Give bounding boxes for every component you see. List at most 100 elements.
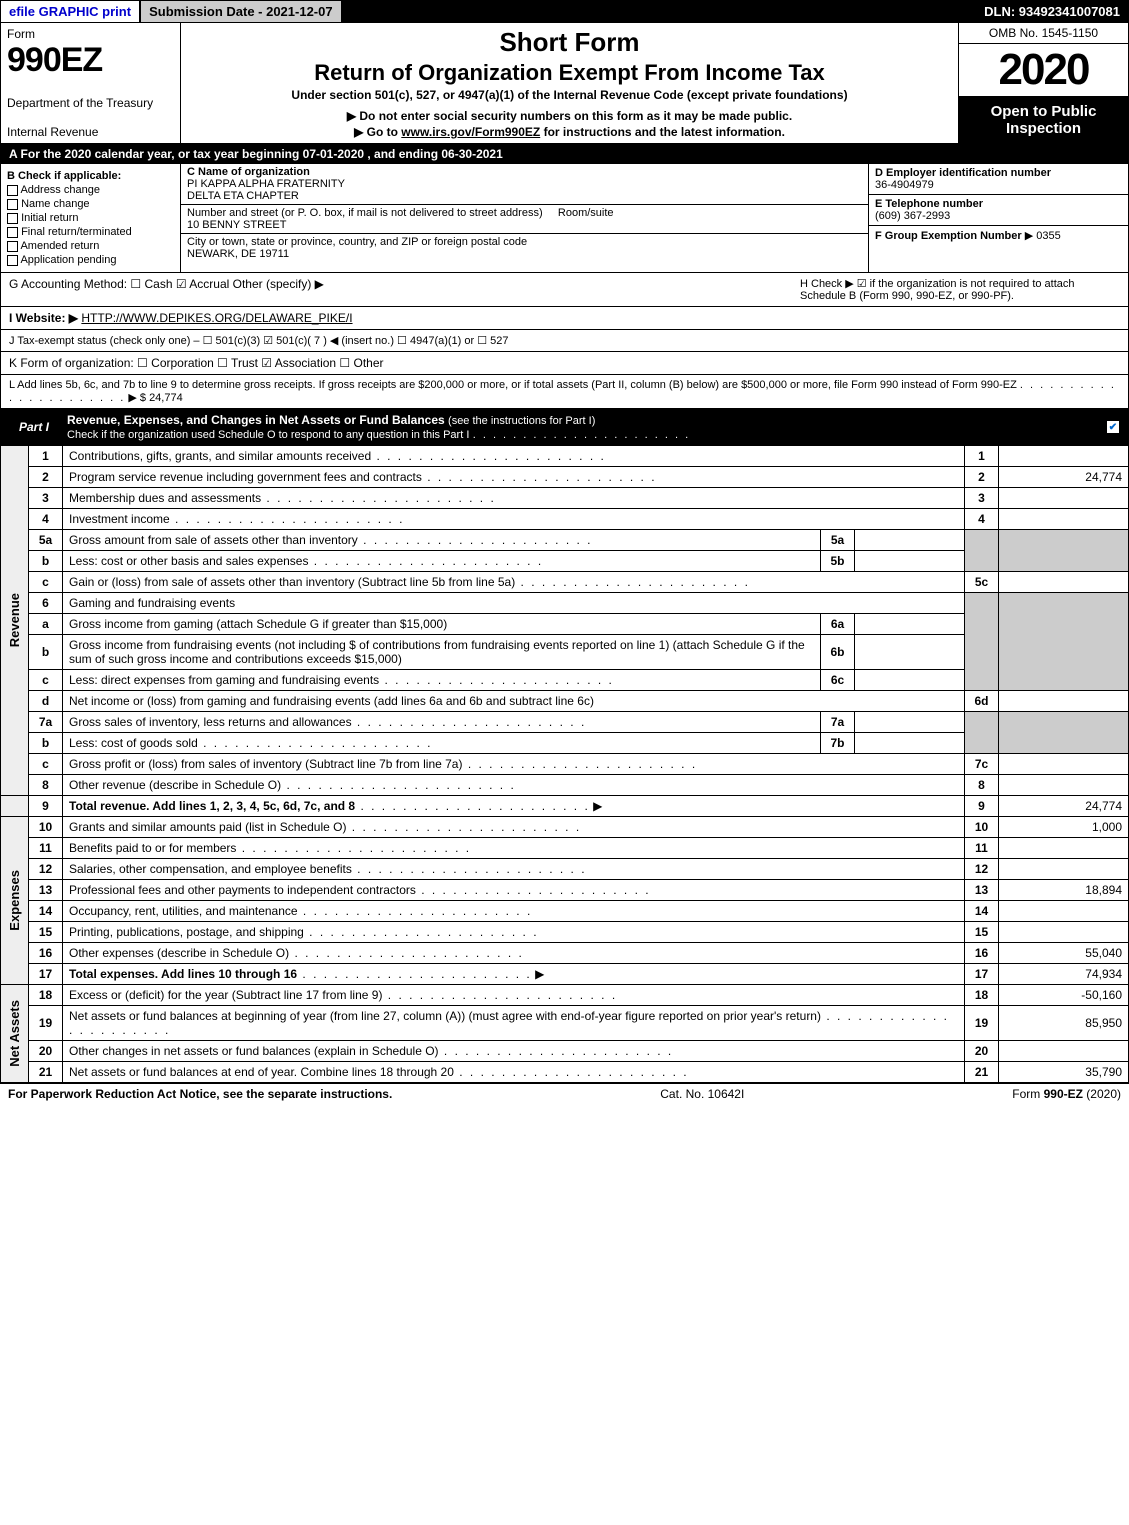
short-form-title: Short Form [189,27,950,58]
l-val: 24,774 [149,392,183,404]
table-row: d Net income or (loss) from gaming and f… [1,691,1129,712]
d-lbl: D Employer identification number [875,167,1051,179]
line-sub-val [855,614,965,635]
line-rt-val: 1,000 [999,817,1129,838]
line-rt-val: 74,934 [999,964,1129,985]
line-desc: Gross amount from sale of assets other t… [63,530,821,551]
table-row: Net Assets 18 Excess or (deficit) for th… [1,985,1129,1006]
line-rt-num: 7c [965,754,999,775]
line-num: 17 [29,964,63,985]
table-row: c Gross profit or (loss) from sales of i… [1,754,1129,775]
line-desc: Total expenses. Add lines 10 through 16 … [63,964,965,985]
line-sub-val [855,712,965,733]
side-revenue: Revenue [1,446,29,796]
b-item-initial[interactable]: Initial return [7,212,174,224]
footer-right: Form 990-EZ (2020) [1012,1087,1121,1101]
line-h: H Check ▶ ☑ if the organization is not r… [800,277,1120,302]
e-lbl: E Telephone number [875,198,983,210]
line-rt-val: -50,160 [999,985,1129,1006]
efile-print-link[interactable]: efile GRAPHIC print [1,1,139,22]
schedule-o-checkbox[interactable]: ✔ [1106,420,1120,434]
header-right: OMB No. 1545-1150 2020 Open to Public In… [958,23,1128,143]
line-rt-val [999,572,1129,593]
part1-check-line: Check if the organization used Schedule … [67,429,469,441]
side-revenue-label: Revenue [7,593,22,647]
f-val: 0355 [1036,230,1060,242]
line-num: b [29,551,63,572]
line-sub-val [855,635,965,670]
dln: DLN: 93492341007081 [976,1,1128,22]
c-street-lbl: Number and street (or P. O. box, if mail… [187,207,543,219]
b-label-amended: Amended return [20,240,99,252]
table-row: 9 Total revenue. Add lines 1, 2, 3, 4, 5… [1,796,1129,817]
arrow-icon: ▶ [593,799,602,813]
go-to-link[interactable]: www.irs.gov/Form990EZ [401,125,540,139]
line-rt-val [999,446,1129,467]
i-val[interactable]: HTTP://WWW.DEPIKES.ORG/DELAWARE_PIKE/I [81,311,352,325]
b-item-address[interactable]: Address change [7,184,174,196]
line-rt-num: 4 [965,509,999,530]
line-num: 16 [29,943,63,964]
line-num: 20 [29,1041,63,1062]
table-row: a Gross income from gaming (attach Sched… [1,614,1129,635]
table-row: 16 Other expenses (describe in Schedule … [1,943,1129,964]
line-desc: Grants and similar amounts paid (list in… [63,817,965,838]
line-num: b [29,733,63,754]
form-word: Form [7,27,174,41]
b-item-final[interactable]: Final return/terminated [7,226,174,238]
return-title: Return of Organization Exempt From Incom… [189,60,950,86]
row-j: J Tax-exempt status (check only one) – ☐… [0,330,1129,352]
line-desc: Less: cost or other basis and sales expe… [63,551,821,572]
line-rt-num: 8 [965,775,999,796]
line-num: d [29,691,63,712]
line-rt-num: 6d [965,691,999,712]
line-sub-val [855,670,965,691]
table-row: 13 Professional fees and other payments … [1,880,1129,901]
line-rt-num: 3 [965,488,999,509]
table-row: 14 Occupancy, rent, utilities, and maint… [1,901,1129,922]
f-row: F Group Exemption Number ▶ 0355 [869,226,1128,245]
line-desc: Benefits paid to or for members [63,838,965,859]
form-header: Form 990EZ Department of the Treasury In… [0,23,1129,144]
line-sub-val [855,551,965,572]
i-lbl: I Website: ▶ [9,311,78,325]
block-c: C Name of organization PI KAPPA ALPHA FR… [181,164,868,272]
table-row: 21 Net assets or fund balances at end of… [1,1062,1129,1083]
f-lbl: F Group Exemption Number [875,230,1022,242]
table-row: 2 Program service revenue including gove… [1,467,1129,488]
line-sub-val [855,733,965,754]
row-k: K Form of organization: ☐ Corporation ☐ … [0,352,1129,375]
form-code: 990EZ [7,41,174,80]
dots-icon [473,429,690,441]
line-desc: Excess or (deficit) for the year (Subtra… [63,985,965,1006]
line-desc: Gain or (loss) from sale of assets other… [63,572,965,593]
line-rt-num: 9 [965,796,999,817]
b-label-final: Final return/terminated [21,226,132,238]
line-rt-val [999,691,1129,712]
d-row: D Employer identification number 36-4904… [869,164,1128,195]
top-bar: efile GRAPHIC print Submission Date - 20… [0,0,1129,23]
line-sub-num: 5b [821,551,855,572]
line-desc: Gross profit or (loss) from sales of inv… [63,754,965,775]
side-netassets-label: Net Assets [7,1000,22,1067]
e-row: E Telephone number (609) 367-2993 [869,195,1128,226]
tax-year-bar: A For the 2020 calendar year, or tax yea… [0,144,1129,164]
block-def: D Employer identification number 36-4904… [868,164,1128,272]
line-num: 11 [29,838,63,859]
line-num: 4 [29,509,63,530]
header-center: Short Form Return of Organization Exempt… [181,23,958,143]
line-rt-val [999,775,1129,796]
side-expenses: Expenses [1,817,29,985]
footer-center: Cat. No. 10642I [660,1087,744,1101]
row-l: L Add lines 5b, 6c, and 7b to line 9 to … [0,375,1129,409]
b-item-amended[interactable]: Amended return [7,240,174,252]
c-city-val: NEWARK, DE 19711 [187,248,289,260]
line-rt-num: 16 [965,943,999,964]
line-num: 12 [29,859,63,880]
b-item-pending[interactable]: Application pending [7,254,174,266]
b-item-name[interactable]: Name change [7,198,174,210]
c-name-row: C Name of organization PI KAPPA ALPHA FR… [181,164,868,205]
line-num: c [29,670,63,691]
line-num: 9 [29,796,63,817]
line-desc: Contributions, gifts, grants, and simila… [63,446,965,467]
